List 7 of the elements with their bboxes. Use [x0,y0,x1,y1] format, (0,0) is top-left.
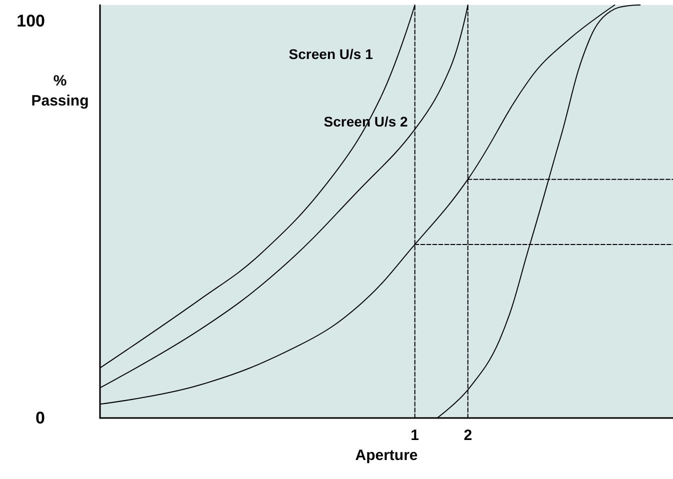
y-tick-label: 0 [36,408,45,428]
y-tick-label: 100 [16,11,45,30]
series-label: Screen U/s 1 [288,46,374,62]
x-tick-label: 2 [464,427,472,444]
x-axis-title: Aperture [355,446,418,464]
x-tick-label: 1 [410,427,420,444]
y-axis-title: % Passing [31,72,89,110]
